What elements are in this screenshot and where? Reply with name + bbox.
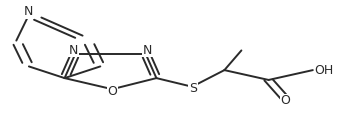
Text: N: N	[24, 5, 34, 18]
Text: OH: OH	[314, 64, 334, 77]
Text: O: O	[280, 94, 291, 107]
Text: O: O	[107, 85, 117, 98]
Text: N: N	[142, 44, 152, 57]
Text: N: N	[69, 44, 79, 57]
Text: S: S	[189, 82, 197, 95]
